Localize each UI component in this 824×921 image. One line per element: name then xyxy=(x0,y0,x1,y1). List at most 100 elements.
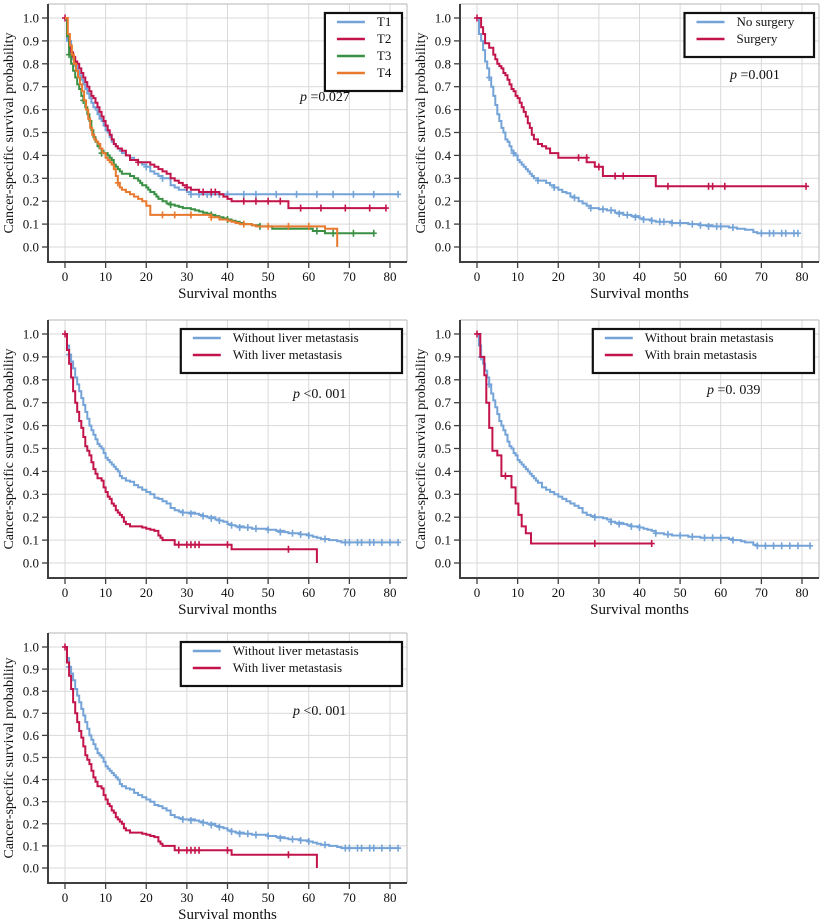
y-tick-label: 0.7 xyxy=(435,79,452,94)
plot-frame xyxy=(460,319,820,578)
km-chart-surgery-canvas: 1.0 0.9 0.8 0.7 0.6 0.5 0.4 0.3 0.2 0.1 0.0 0 10 20 30… xyxy=(414,3,820,302)
legend-box xyxy=(683,11,816,59)
axis-ticks xyxy=(42,333,391,584)
y-tick-label: 0.8 xyxy=(435,56,451,71)
x-axis-title: Survival months xyxy=(178,602,277,618)
legend-label-without-brain-metastasis: Without brain metastasis xyxy=(645,330,774,345)
x-tick-label: 30 xyxy=(592,585,605,600)
x-tick-label: 40 xyxy=(633,585,646,600)
plot-frame xyxy=(48,3,408,262)
series-curve-without-liver-metastasis xyxy=(65,333,399,544)
axis-ticks xyxy=(42,17,391,268)
y-tick-label: 0.0 xyxy=(435,556,451,571)
p-value-label: p <0. 001 xyxy=(292,704,346,719)
legend-box xyxy=(179,327,404,375)
y-tick-label: 0.2 xyxy=(435,510,451,525)
y-tick-label: 0.0 xyxy=(23,556,39,571)
x-tick-label: 50 xyxy=(262,269,275,284)
axis-ticks xyxy=(42,646,391,889)
tick-labels: 1.0 0.9 0.8 0.7 0.6 0.5 0.4 0.3 0.2 0.1 0.0 0 10 20 30… xyxy=(23,327,397,601)
x-tick-label: 0 xyxy=(474,269,481,284)
plot-frame xyxy=(460,3,820,262)
series-curve-without-liver-metastasis xyxy=(65,646,399,850)
series-curve-with-brain-metastasis xyxy=(477,333,652,545)
y-tick-label: 0.2 xyxy=(23,816,39,831)
series-curve-t3 xyxy=(65,17,374,235)
x-axis-title: Survival months xyxy=(590,602,689,618)
series-curve-with-liver-metastasis xyxy=(65,646,318,868)
km-chart-t-stage-canvas: 1.0 0.9 0.8 0.7 0.6 0.5 0.4 0.3 0.2 0.1 0.0 0 10 20 30… xyxy=(2,3,408,302)
x-tick-label: 10 xyxy=(99,269,112,284)
tick-labels: 1.0 0.9 0.8 0.7 0.6 0.5 0.4 0.3 0.2 0.1 0.0 0 10 20 30… xyxy=(23,640,397,906)
y-tick-label: 0.3 xyxy=(23,171,39,186)
x-tick-label: 80 xyxy=(796,585,809,600)
y-tick-label: 0.9 xyxy=(23,349,39,364)
x-tick-label: 30 xyxy=(180,269,193,284)
km-chart-t-stage: 1.0 0.9 0.8 0.7 0.6 0.5 0.4 0.3 0.2 0.1 0.0 0 10 20 30… xyxy=(0,0,412,302)
y-tick-label: 0.0 xyxy=(23,861,39,876)
legend-box xyxy=(179,640,404,688)
y-tick-label: 0.5 xyxy=(435,441,451,456)
x-tick-label: 10 xyxy=(511,269,524,284)
y-tick-label: 0.2 xyxy=(435,194,451,209)
legend-label-t4: T4 xyxy=(377,65,392,80)
y-tick-label: 0.3 xyxy=(435,487,451,502)
x-tick-label: 70 xyxy=(343,585,356,600)
censor-marks-with-liver-metastasis xyxy=(62,330,292,553)
series-curve-surgery xyxy=(477,17,807,188)
km-chart-brain-metastasis: 1.0 0.9 0.8 0.7 0.6 0.5 0.4 0.3 0.2 0.1 0.0 0 10 20 30… xyxy=(412,302,824,618)
empty-cell xyxy=(412,618,824,921)
y-tick-label: 0.7 xyxy=(23,79,40,94)
x-tick-label: 40 xyxy=(633,269,646,284)
y-tick-label: 0.4 xyxy=(23,772,40,787)
tick-labels: 1.0 0.9 0.8 0.7 0.6 0.5 0.4 0.3 0.2 0.1 0.0 0 10 20 30… xyxy=(435,327,809,601)
y-tick-label: 0.5 xyxy=(23,125,39,140)
y-tick-label: 0.8 xyxy=(23,372,39,387)
y-tick-label: 0.6 xyxy=(435,102,452,117)
legend-label-without-liver-metastasis: Without liver metastasis xyxy=(233,330,359,345)
x-tick-label: 0 xyxy=(62,890,69,905)
legend: Without brain metastasis With brain metas… xyxy=(591,327,816,375)
legend-label-t1: T1 xyxy=(377,14,391,29)
x-axis-title: Survival months xyxy=(178,286,277,302)
x-tick-label: 60 xyxy=(302,269,315,284)
x-tick-label: 20 xyxy=(140,585,153,600)
y-tick-label: 0.4 xyxy=(435,464,452,479)
p-value-label: p =0.001 xyxy=(729,68,780,83)
x-tick-label: 80 xyxy=(384,269,397,284)
censor-marks-with-brain-metastasis xyxy=(474,330,655,548)
x-tick-label: 80 xyxy=(384,585,397,600)
x-tick-label: 40 xyxy=(221,585,234,600)
km-chart-liver-metastasis-2-canvas: 1.0 0.9 0.8 0.7 0.6 0.5 0.4 0.3 0.2 0.1 0.0 0 10 20 30… xyxy=(2,632,408,921)
x-tick-label: 70 xyxy=(755,585,768,600)
x-tick-label: 60 xyxy=(302,585,315,600)
y-tick-label: 1.0 xyxy=(435,327,451,342)
y-tick-label: 0.8 xyxy=(23,56,39,71)
y-tick-label: 0.5 xyxy=(23,441,39,456)
legend-label-without-liver-metastasis: Without liver metastasis xyxy=(233,643,359,658)
y-tick-label: 0.5 xyxy=(23,750,39,765)
legend-label-with-brain-metastasis: With brain metastasis xyxy=(645,347,757,362)
y-axis-title: Cancer-specific survival probability xyxy=(414,348,429,549)
x-tick-label: 70 xyxy=(755,269,768,284)
x-tick-label: 10 xyxy=(511,585,524,600)
axis-ticks xyxy=(454,333,803,584)
censor-marks-without-liver-metastasis xyxy=(66,351,402,546)
y-tick-label: 0.8 xyxy=(435,372,451,387)
legend: Without liver metastasis With liver metas… xyxy=(179,327,404,375)
censor-marks-no-surgery xyxy=(486,74,801,237)
y-tick-label: 0.4 xyxy=(23,464,40,479)
y-tick-label: 0.6 xyxy=(23,102,40,117)
y-tick-label: 0.0 xyxy=(23,240,39,255)
x-tick-label: 20 xyxy=(552,585,565,600)
x-tick-label: 30 xyxy=(592,269,605,284)
x-axis-title: Survival months xyxy=(590,286,689,302)
km-chart-liver-metastasis: 1.0 0.9 0.8 0.7 0.6 0.5 0.4 0.3 0.2 0.1 0.0 0 10 20 30… xyxy=(0,302,412,618)
x-tick-label: 10 xyxy=(99,890,112,905)
p-value-label: p =0.027 xyxy=(299,90,350,105)
y-tick-label: 0.2 xyxy=(23,510,39,525)
plot-frame xyxy=(48,632,408,883)
censor-marks-with-liver-metastasis xyxy=(62,643,292,859)
censor-marks-without-liver-metastasis xyxy=(66,663,402,852)
km-chart-liver-metastasis-2: 1.0 0.9 0.8 0.7 0.6 0.5 0.4 0.3 0.2 0.1 0.0 0 10 20 30… xyxy=(0,618,412,921)
